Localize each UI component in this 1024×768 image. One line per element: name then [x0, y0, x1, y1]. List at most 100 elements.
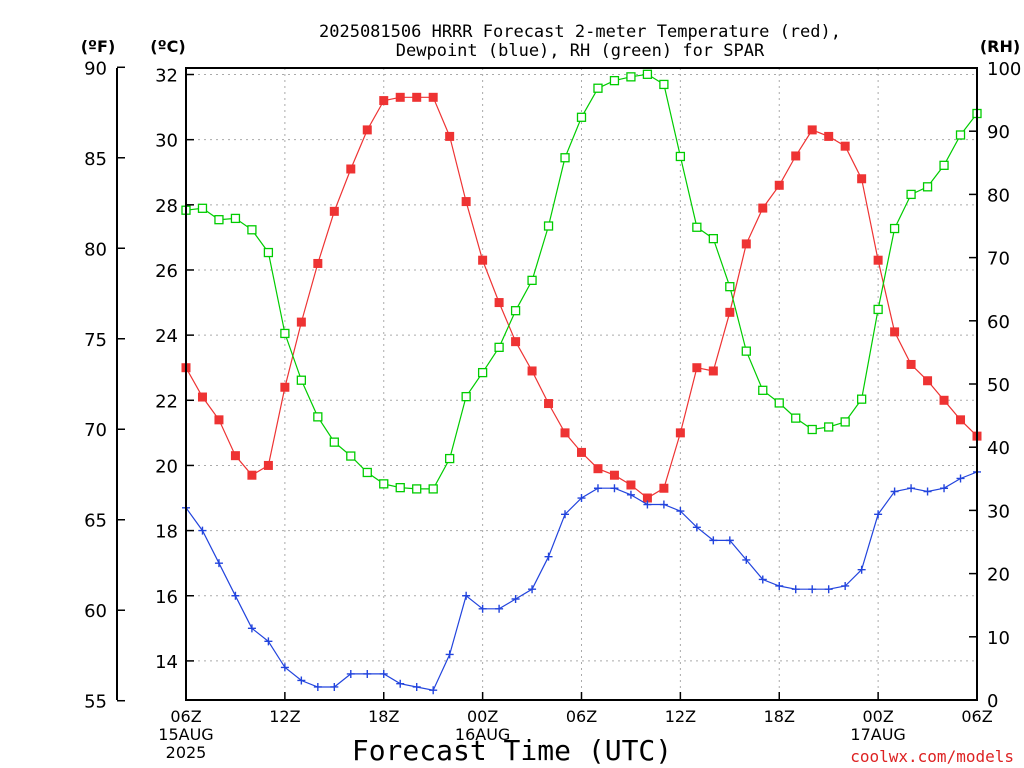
rh-tick-label: 20: [987, 565, 1010, 586]
dewpoint-point: [907, 484, 916, 493]
fahrenheit-tick-label: 70: [84, 420, 107, 441]
dewpoint-point: [824, 585, 833, 594]
temperature-point: [560, 428, 570, 438]
x-tick-label: 12Z: [269, 707, 300, 726]
rh-point: [543, 221, 554, 231]
rh-point: [840, 417, 850, 427]
dewpoint-point: [890, 487, 899, 496]
dewpoint-point: [841, 581, 850, 590]
celsius-tick-label: 30: [155, 131, 178, 152]
dewpoint-point: [940, 484, 949, 493]
temperature-point: [494, 298, 504, 308]
dewpoint-point: [313, 682, 322, 691]
temperature-point: [461, 197, 471, 207]
rh-point: [428, 484, 438, 494]
x-tick-label: 06Z: [566, 707, 597, 726]
temperature-point: [511, 337, 521, 347]
series-line-rh: [185, 73, 978, 490]
dewpoint-point: [577, 494, 586, 503]
rh-point: [659, 79, 669, 90]
temperature-point: [395, 92, 405, 102]
rh-point: [445, 453, 455, 464]
dewpoint-point: [495, 604, 504, 613]
temperature-point: [593, 464, 603, 474]
temperature-point: [840, 141, 850, 151]
x-tick-label: 18Z: [764, 707, 795, 726]
temperature-point: [758, 203, 768, 213]
rh-point: [609, 75, 620, 86]
dewpoint-point: [692, 523, 701, 532]
dewpoint-point: [561, 510, 570, 519]
temperature-point: [296, 317, 306, 327]
dewpoint-point: [725, 536, 734, 545]
dewpoint-point: [247, 624, 256, 633]
rh-point: [576, 112, 587, 122]
fahrenheit-tick-label: 60: [84, 601, 107, 622]
dewpoint-point: [857, 565, 866, 574]
rh-tick-label: 50: [987, 375, 1010, 396]
rh-point: [296, 375, 307, 385]
temperature-point: [890, 327, 900, 337]
temperature-point: [725, 307, 735, 317]
rh-point: [922, 182, 933, 192]
rh-point: [346, 451, 356, 461]
dewpoint-point: [396, 679, 405, 688]
dewpoint-point: [593, 484, 602, 493]
temperature-point: [346, 164, 356, 174]
dewpoint-point: [528, 585, 537, 594]
dewpoint-point: [676, 507, 685, 516]
rh-point: [494, 342, 504, 352]
x-tick-label: 06Z: [961, 707, 992, 726]
temperature-point: [197, 392, 207, 402]
temperature-point: [544, 399, 554, 409]
x-tick-label: 15AUG: [158, 725, 213, 744]
dewpoint-point: [544, 552, 553, 561]
x-tick-label: 16AUG: [455, 725, 510, 744]
dewpoint-point: [379, 669, 388, 678]
temperature-point: [428, 92, 438, 102]
fahrenheit-tick-label: 55: [84, 692, 107, 713]
rh-tick-label: 90: [987, 122, 1010, 143]
celsius-tick-label: 18: [155, 522, 178, 543]
temperature-point: [774, 180, 784, 190]
temperature-point: [923, 376, 933, 386]
temperature-point: [939, 395, 949, 405]
x-tick-label: 06Z: [170, 707, 201, 726]
temperature-point: [379, 96, 389, 106]
dewpoint-point: [610, 484, 619, 493]
rh-point: [560, 153, 570, 163]
rh-point: [889, 223, 900, 234]
temperature-point: [873, 255, 883, 265]
series-dewpoint: [182, 467, 981, 695]
x-tick-label: 12Z: [665, 707, 696, 726]
dewpoint-point: [445, 650, 454, 659]
celsius-tick-label: 20: [155, 456, 178, 477]
celsius-tick-label: 22: [155, 391, 178, 412]
rh-point: [725, 282, 735, 292]
rh-point: [461, 391, 471, 402]
rh-tick-label: 80: [987, 185, 1010, 206]
rh-point: [510, 306, 521, 316]
rh-point: [412, 484, 422, 494]
celsius-tick-label: 26: [155, 261, 178, 282]
celsius-tick-label: 24: [155, 326, 178, 347]
temperature-point: [857, 174, 867, 184]
dewpoint-point: [264, 637, 273, 646]
dewpoint-point: [874, 510, 883, 519]
rh-point: [939, 160, 949, 170]
temperature-point: [741, 239, 751, 249]
rh-point: [593, 83, 603, 93]
temperature-point: [214, 415, 224, 425]
dewpoint-point: [198, 526, 207, 535]
rh-point: [708, 233, 718, 244]
dewpoint-point: [429, 686, 438, 695]
temperature-point: [263, 460, 273, 470]
temperature-point: [445, 131, 455, 141]
rh-point: [263, 247, 274, 258]
dewpoint-point: [511, 595, 520, 604]
fahrenheit-unit-label: (ºF): [81, 37, 116, 56]
fahrenheit-tick-label: 65: [84, 511, 107, 532]
dewpoint-point: [956, 474, 965, 483]
chart-title-line-2: Dewpoint (blue), RH (green) for SPAR: [396, 41, 765, 61]
